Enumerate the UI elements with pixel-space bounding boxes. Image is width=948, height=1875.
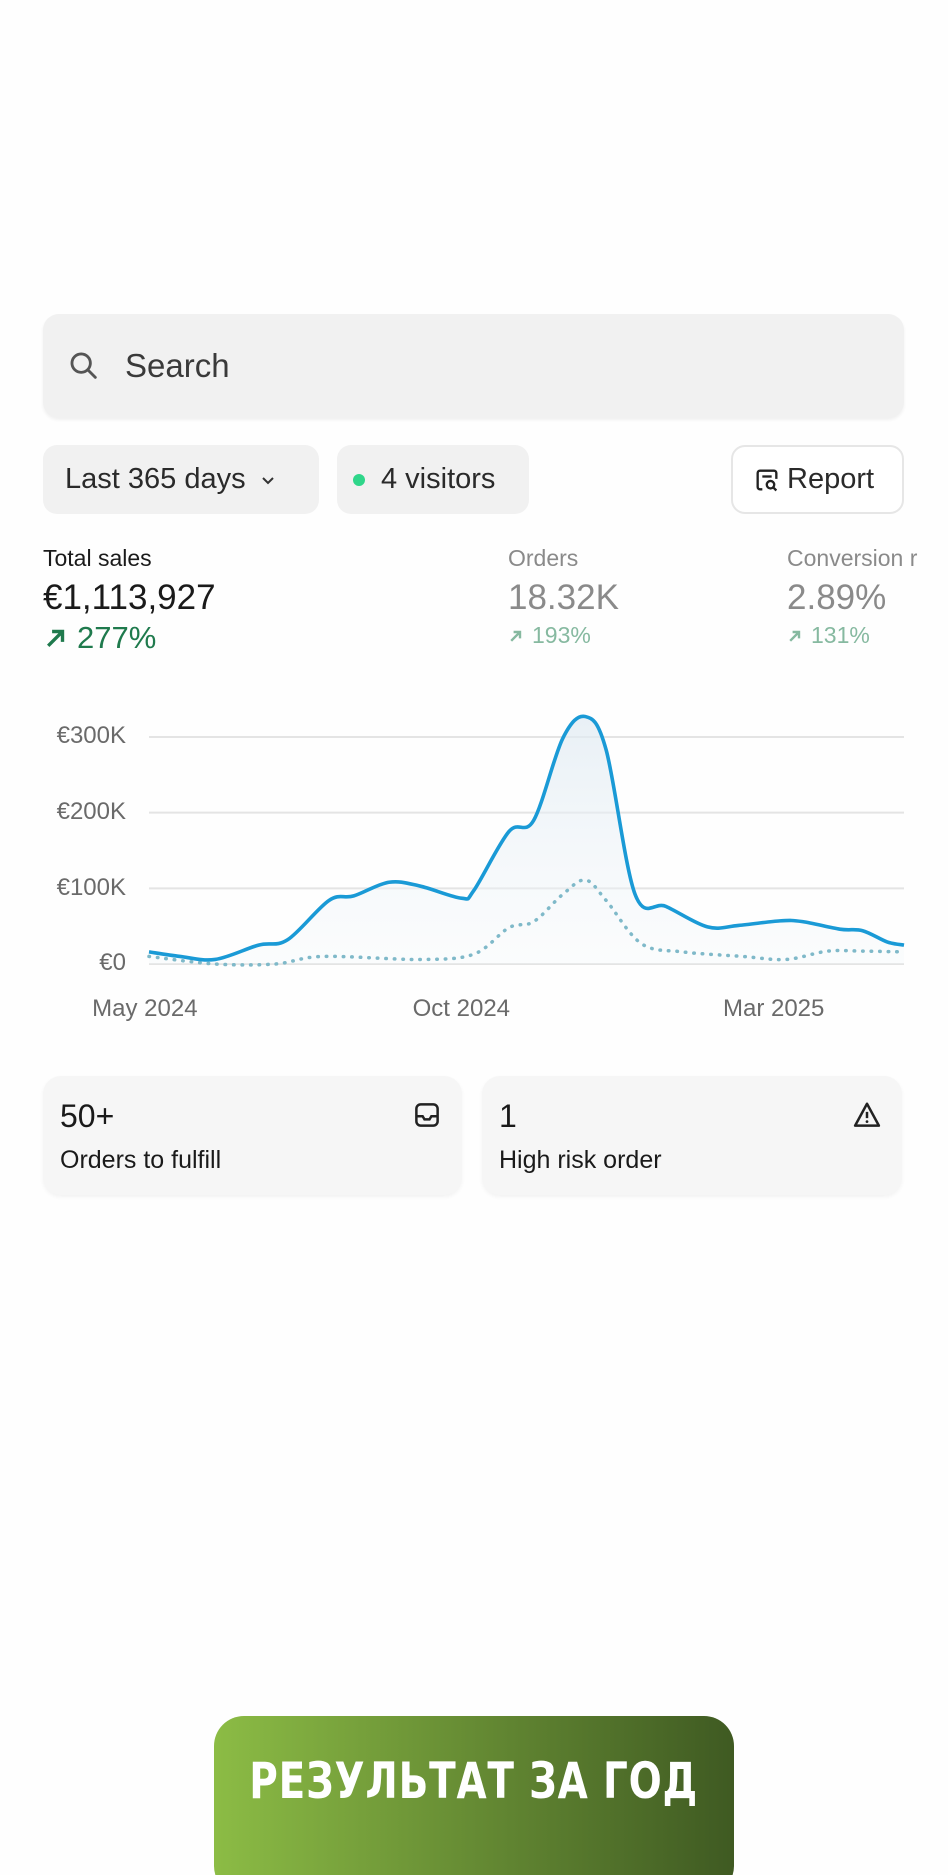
date-range-dropdown[interactable]: Last 365 days [43, 445, 319, 514]
report-icon [756, 469, 778, 491]
report-label: Report [787, 463, 875, 495]
y-tick-label: €0 [99, 949, 126, 976]
search-icon [70, 352, 97, 379]
card-label: Orders to fulfill [60, 1146, 222, 1174]
card-value: 1 [499, 1098, 517, 1134]
y-tick-label: €100K [56, 874, 126, 901]
metric-total-sales[interactable]: Total sales €1,113,927 277% [43, 545, 216, 656]
search-bar[interactable] [43, 314, 904, 418]
arrow-up-right-icon [789, 630, 801, 642]
arrow-up-right-icon [510, 630, 522, 642]
metric-change: 277% [43, 620, 216, 656]
live-dot-icon [353, 473, 365, 486]
metric-orders[interactable]: Orders 18.32K 193% [508, 545, 619, 649]
sales-chart [147, 714, 906, 967]
metric-change: 131% [787, 622, 948, 649]
metric-label: Conversion r [787, 545, 918, 571]
comparison-series-line [147, 878, 906, 967]
metric-label: Orders [508, 545, 579, 571]
inbox-icon [415, 1103, 439, 1127]
search-input[interactable] [123, 346, 827, 386]
year-result-banner[interactable]: РЕЗУЛЬТАТ ЗА ГОД [214, 1716, 734, 1875]
x-tick-label: Mar 2025 [722, 995, 825, 1022]
x-tick-label: Oct 2024 [412, 995, 511, 1022]
visitors-label: 4 visitors [381, 463, 496, 495]
y-tick-label: €200K [56, 798, 126, 825]
sales-area [149, 716, 904, 964]
chevron-down-icon [261, 476, 274, 484]
metric-conversion[interactable]: Conversion r 2.89% 131% [787, 545, 948, 649]
metric-value: €1,113,927 [43, 578, 216, 617]
metric-change: 193% [508, 622, 619, 649]
card-value: 50+ [60, 1098, 115, 1134]
date-range-label: Last 365 days [65, 463, 246, 495]
y-tick-label: €300K [56, 722, 126, 749]
arrow-up-right-icon [47, 629, 65, 647]
x-tick-label: May 2024 [92, 995, 198, 1022]
warning-icon [853, 1102, 881, 1127]
metric-value: 18.32K [508, 578, 619, 617]
live-visitors-button[interactable]: 4 visitors [337, 445, 529, 514]
banner-label: РЕЗУЛЬТАТ ЗА ГОД [249, 1752, 699, 1810]
orders-to-fulfill-card[interactable]: 50+ Orders to fulfill [43, 1076, 462, 1195]
card-label: High risk order [499, 1146, 662, 1174]
sales-series-line [148, 714, 905, 962]
metric-label: Total sales [43, 545, 152, 571]
high-risk-order-card[interactable]: 1 High risk order [482, 1076, 902, 1195]
report-button[interactable]: Report [731, 445, 904, 514]
metric-value: 2.89% [787, 578, 887, 617]
